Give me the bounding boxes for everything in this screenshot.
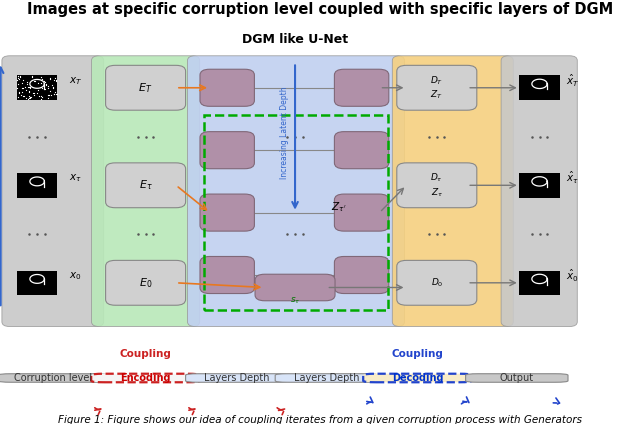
FancyBboxPatch shape [275,374,378,382]
Text: $E_0$: $E_0$ [139,276,152,290]
Text: Layers Depth: Layers Depth [294,373,359,383]
FancyBboxPatch shape [392,56,513,326]
Text: Increasing Latent Depth: Increasing Latent Depth [280,86,289,179]
Text: Coupling: Coupling [392,349,444,359]
Text: Coupling: Coupling [120,349,172,359]
FancyBboxPatch shape [334,257,388,293]
Text: $E_T$: $E_T$ [138,81,153,95]
FancyBboxPatch shape [334,69,388,106]
Bar [204,115,388,310]
FancyBboxPatch shape [106,260,186,305]
Text: $\hat{x}_T$: $\hat{x}_T$ [566,73,579,89]
FancyBboxPatch shape [200,69,254,106]
FancyBboxPatch shape [334,131,388,169]
FancyBboxPatch shape [397,163,477,208]
FancyBboxPatch shape [363,374,472,382]
Bar [17,75,58,100]
FancyBboxPatch shape [0,374,108,382]
Text: $E_\tau$: $E_\tau$ [139,179,152,192]
Text: $\hat{x}_0$: $\hat{x}_0$ [566,268,579,284]
Text: $x_0$: $x_0$ [69,270,82,282]
FancyBboxPatch shape [106,65,186,110]
FancyBboxPatch shape [334,194,388,231]
Bar [17,173,58,198]
Bar [520,271,560,295]
FancyBboxPatch shape [501,56,577,326]
FancyBboxPatch shape [397,65,477,110]
Text: $Z_{\tau^{\prime}}$: $Z_{\tau^{\prime}}$ [332,201,347,215]
FancyBboxPatch shape [106,163,186,208]
Text: Corruption level: Corruption level [13,373,92,383]
Text: DGM like U-Net: DGM like U-Net [242,33,348,45]
Text: Output: Output [500,373,534,383]
Text: Decoding: Decoding [392,373,444,383]
Text: $D_0$: $D_0$ [431,276,443,289]
Text: Images at specific corruption level coupled with specific layers of DGM: Images at specific corruption level coup… [27,2,613,17]
Text: Layers Depth: Layers Depth [204,373,269,383]
Bar [17,271,58,295]
FancyBboxPatch shape [92,56,200,326]
Text: Encoding: Encoding [120,373,171,383]
Bar [520,75,560,100]
Text: $s_\tau$: $s_\tau$ [290,296,300,307]
Text: $x_\tau$: $x_\tau$ [69,173,82,184]
Text: $D_\tau$
$Z_\tau$: $D_\tau$ $Z_\tau$ [431,172,443,199]
FancyBboxPatch shape [92,374,200,382]
Text: $x_T$: $x_T$ [69,75,82,86]
FancyBboxPatch shape [397,260,477,305]
FancyBboxPatch shape [466,374,568,382]
Text: $\hat{x}_\tau$: $\hat{x}_\tau$ [566,170,579,186]
Bar [520,173,560,198]
FancyBboxPatch shape [255,274,335,301]
FancyBboxPatch shape [200,257,254,293]
Text: $D_T$
$Z_T$: $D_T$ $Z_T$ [430,74,444,101]
FancyBboxPatch shape [200,194,254,231]
Text: Figure 1: Figure shows our idea of coupling iterates from a given corruption pro: Figure 1: Figure shows our idea of coupl… [58,415,582,424]
FancyBboxPatch shape [188,56,404,326]
FancyBboxPatch shape [200,131,254,169]
FancyBboxPatch shape [186,374,288,382]
FancyBboxPatch shape [2,56,104,326]
